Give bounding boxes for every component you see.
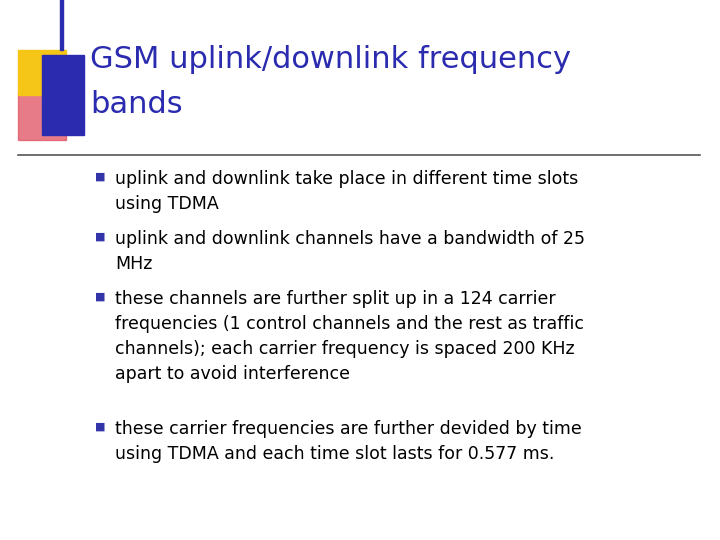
Text: these carrier frequencies are further devided by time
using TDMA and each time s: these carrier frequencies are further de… [115,420,582,463]
Bar [18,50,66,95]
Text: uplink and downlink channels have a bandwidth of 25
MHz: uplink and downlink channels have a band… [115,230,585,273]
Text: these channels are further split up in a 124 carrier
frequencies (1 control chan: these channels are further split up in a… [115,290,584,383]
Bar [60,0,63,50]
Text: GSM uplink/downlink frequency: GSM uplink/downlink frequency [90,45,571,74]
Text: ■: ■ [95,292,106,302]
Bar [18,92,66,140]
Text: bands: bands [90,90,183,119]
Bar [42,55,84,135]
Text: ■: ■ [95,422,106,432]
Text: ■: ■ [95,232,106,242]
Text: ■: ■ [95,172,106,182]
Text: uplink and downlink take place in different time slots
using TDMA: uplink and downlink take place in differ… [115,170,578,213]
